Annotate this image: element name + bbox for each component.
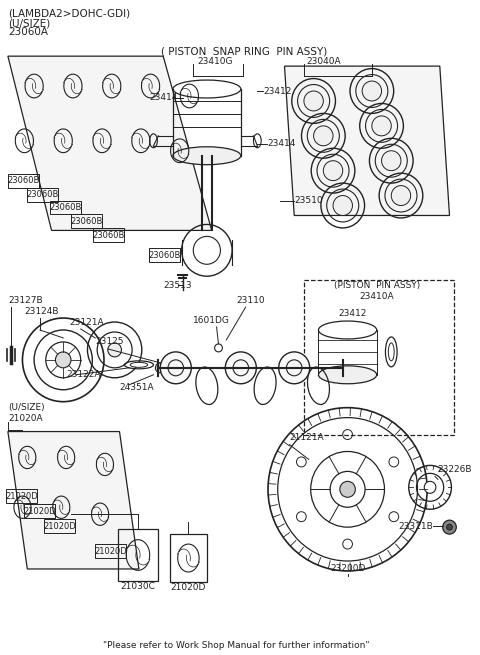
Bar [27, 187, 59, 202]
Polygon shape [285, 66, 449, 215]
Text: 21020A: 21020A [8, 414, 43, 423]
Text: 23412: 23412 [263, 86, 291, 96]
Circle shape [424, 481, 436, 493]
Text: 23124B: 23124B [24, 307, 59, 316]
Text: 24351A: 24351A [120, 383, 154, 392]
Text: 1601DG: 1601DG [193, 316, 230, 324]
Ellipse shape [372, 116, 391, 136]
Ellipse shape [362, 81, 382, 101]
Bar [44, 519, 75, 533]
Ellipse shape [388, 343, 394, 361]
Bar [149, 248, 180, 262]
Text: 23040A: 23040A [306, 56, 341, 66]
Bar [118, 529, 158, 581]
Ellipse shape [173, 147, 241, 164]
Text: 23127B: 23127B [8, 295, 43, 305]
Bar [304, 280, 455, 434]
Text: 23410G: 23410G [197, 56, 232, 66]
Bar [170, 534, 207, 582]
Circle shape [340, 481, 355, 497]
Text: 21020D: 21020D [5, 492, 38, 501]
Text: (U/SIZE): (U/SIZE) [8, 403, 45, 412]
Circle shape [443, 520, 456, 534]
Text: 23125: 23125 [95, 337, 124, 346]
Ellipse shape [318, 366, 377, 384]
Circle shape [156, 363, 165, 373]
Text: 23060B: 23060B [27, 190, 59, 199]
Text: 21030C: 21030C [120, 582, 156, 591]
Bar [8, 174, 39, 187]
Circle shape [446, 524, 453, 530]
Text: 21020D: 21020D [43, 521, 76, 531]
Bar [93, 229, 124, 242]
Ellipse shape [324, 160, 343, 181]
Circle shape [108, 343, 121, 357]
Text: 23122A: 23122A [66, 370, 101, 379]
Text: 23060B: 23060B [93, 231, 125, 240]
Circle shape [279, 352, 310, 384]
Bar [24, 504, 56, 518]
Text: 23060B: 23060B [71, 217, 103, 226]
Text: 23414: 23414 [149, 94, 178, 102]
Bar [49, 200, 81, 214]
Text: 23060B: 23060B [148, 251, 180, 260]
Text: 21020D: 21020D [95, 546, 127, 555]
Text: 23060B: 23060B [49, 203, 81, 212]
Text: (PISTON  PIN ASSY): (PISTON PIN ASSY) [334, 281, 420, 290]
Text: 21020D: 21020D [171, 584, 206, 592]
Text: 23414: 23414 [267, 140, 295, 148]
Text: "Please refer to Work Shop Manual for further information": "Please refer to Work Shop Manual for fu… [103, 641, 369, 650]
Text: 23510: 23510 [294, 196, 323, 205]
Polygon shape [8, 56, 212, 231]
Text: 23410A: 23410A [360, 291, 394, 301]
Circle shape [56, 352, 71, 368]
Circle shape [160, 352, 192, 384]
Text: 23200D: 23200D [330, 565, 365, 574]
Text: 23226B: 23226B [438, 465, 472, 474]
Text: 23121A: 23121A [69, 318, 104, 327]
Ellipse shape [313, 126, 333, 146]
Text: 23060A: 23060A [8, 28, 48, 37]
Bar [95, 544, 126, 558]
Text: 23311B: 23311B [398, 521, 433, 531]
Bar [71, 214, 102, 229]
Text: 21020D: 21020D [24, 507, 56, 515]
Text: (U/SIZE): (U/SIZE) [8, 18, 50, 28]
Text: 23513: 23513 [163, 281, 192, 290]
Text: 23412: 23412 [338, 309, 367, 318]
Text: 23110: 23110 [236, 295, 265, 305]
Circle shape [225, 352, 256, 384]
Text: 23060B: 23060B [7, 176, 40, 185]
Ellipse shape [333, 196, 352, 215]
Text: 21121A: 21121A [289, 433, 324, 442]
Ellipse shape [304, 91, 324, 111]
Text: (LAMBDA2>DOHC-GDI): (LAMBDA2>DOHC-GDI) [8, 9, 130, 18]
Ellipse shape [382, 151, 401, 171]
Ellipse shape [391, 185, 411, 206]
Ellipse shape [130, 362, 148, 367]
Text: ( PISTON  SNAP RING  PIN ASSY): ( PISTON SNAP RING PIN ASSY) [161, 46, 327, 56]
Bar [6, 489, 37, 503]
Polygon shape [8, 432, 139, 569]
